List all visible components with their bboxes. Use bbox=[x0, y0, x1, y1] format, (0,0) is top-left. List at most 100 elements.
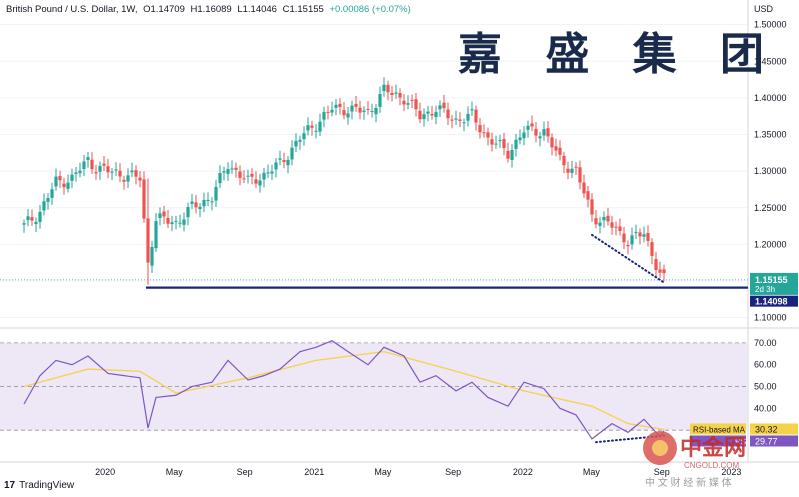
candle-body bbox=[558, 147, 562, 155]
candle-body bbox=[642, 234, 646, 237]
candle-body bbox=[222, 171, 226, 173]
rsi-value: 29.77 bbox=[755, 436, 778, 446]
candle-body bbox=[330, 109, 334, 113]
low-value: L1.14046 bbox=[237, 4, 277, 15]
candle-body bbox=[194, 202, 198, 208]
candle-body bbox=[474, 109, 478, 123]
time-tick-label: 2021 bbox=[304, 467, 324, 477]
candle-body bbox=[454, 118, 458, 120]
candle-body bbox=[386, 84, 390, 93]
candle-body bbox=[602, 216, 606, 221]
tradingview-brand[interactable]: 17 TradingView bbox=[4, 480, 74, 491]
candle-body bbox=[30, 217, 34, 221]
candle-body bbox=[314, 130, 318, 132]
bar-countdown: 2d 3h bbox=[755, 285, 775, 294]
candle-body bbox=[54, 176, 58, 187]
candle-body bbox=[522, 132, 526, 139]
candle-body bbox=[182, 219, 186, 225]
candle-body bbox=[250, 173, 254, 177]
time-tick-label: Sep bbox=[237, 467, 253, 477]
candle-body bbox=[166, 217, 170, 224]
candle-body bbox=[418, 110, 422, 120]
candle-body bbox=[218, 173, 222, 184]
rsi-tag bbox=[690, 435, 746, 447]
candle-body bbox=[206, 200, 210, 202]
candle-body bbox=[138, 177, 142, 181]
candle-body bbox=[66, 182, 70, 189]
candle-body bbox=[326, 111, 330, 113]
candle-body bbox=[518, 137, 522, 141]
candle-body bbox=[626, 244, 630, 247]
candle-body bbox=[46, 198, 50, 202]
candle-body bbox=[466, 113, 470, 121]
cngold-logo-url: CNGOLD.COM bbox=[684, 461, 739, 470]
rsi-ma-value: 30.32 bbox=[755, 424, 778, 434]
candle-body bbox=[270, 171, 274, 174]
support-price-value: 1.14098 bbox=[755, 297, 788, 307]
candle-body bbox=[574, 166, 578, 168]
time-tick-label: 2022 bbox=[513, 467, 533, 477]
rsi-tick-label: 60.00 bbox=[754, 360, 777, 370]
candle-body bbox=[566, 168, 570, 173]
candle-body bbox=[498, 140, 502, 142]
candle-body bbox=[606, 215, 610, 222]
watermark-text: 嘉 盛 集 团 bbox=[458, 29, 778, 80]
candle-body bbox=[342, 110, 346, 116]
rsi-ma-value-tag bbox=[750, 423, 798, 435]
candle-body bbox=[22, 223, 26, 225]
candle-body bbox=[190, 201, 194, 204]
candle-body bbox=[306, 125, 310, 131]
candle-body bbox=[90, 159, 94, 170]
symbol-title[interactable]: British Pound / U.S. Dollar, 1W, bbox=[6, 4, 138, 15]
candle-body bbox=[562, 155, 566, 166]
candle-body bbox=[78, 170, 82, 174]
candle-body bbox=[610, 222, 614, 228]
candle-body bbox=[514, 139, 518, 149]
last-price-value: 1.15155 bbox=[755, 275, 788, 285]
candle-body bbox=[70, 174, 74, 181]
candle-body bbox=[486, 132, 490, 138]
candle-body bbox=[414, 99, 418, 110]
candle-body bbox=[494, 143, 498, 145]
candle-body bbox=[254, 179, 258, 184]
time-tick-label: May bbox=[374, 467, 392, 477]
candle-body bbox=[362, 110, 366, 112]
time-tick-label: 2023 bbox=[721, 467, 741, 477]
price-tick-label: 1.35000 bbox=[754, 130, 787, 140]
candle-body bbox=[350, 105, 354, 112]
price-tick-label: 1.50000 bbox=[754, 20, 787, 30]
candle-body bbox=[374, 107, 378, 115]
candle-body bbox=[662, 269, 666, 274]
candle-body bbox=[274, 162, 278, 170]
time-tick-label: Sep bbox=[654, 467, 670, 477]
candle-body bbox=[282, 160, 286, 163]
candle-body bbox=[110, 171, 114, 173]
candle-body bbox=[262, 172, 266, 180]
candle-body bbox=[614, 226, 618, 228]
rsi-value-tag bbox=[750, 435, 798, 447]
support-price-tag bbox=[750, 295, 798, 307]
price-tick-label: 1.30000 bbox=[754, 166, 787, 176]
candle-body bbox=[586, 191, 590, 200]
candle-body bbox=[406, 103, 410, 105]
candle-body bbox=[322, 112, 326, 120]
candle-body bbox=[478, 125, 482, 133]
candle-body bbox=[38, 211, 42, 223]
candle-body bbox=[58, 176, 62, 181]
candle-body bbox=[226, 169, 230, 174]
candle-body bbox=[598, 222, 602, 226]
candle-body bbox=[410, 99, 414, 101]
candle-body bbox=[546, 128, 550, 137]
rsi-line bbox=[23, 340, 665, 440]
rsi-tick-label: 40.00 bbox=[754, 403, 777, 413]
rsi-ma-label: RSI-based MA bbox=[693, 425, 746, 434]
candle-body bbox=[654, 259, 658, 271]
candle-body bbox=[106, 166, 110, 173]
candle-body bbox=[114, 169, 118, 171]
candle-body bbox=[286, 159, 290, 166]
price-tick-label: 1.25000 bbox=[754, 203, 787, 213]
candle-body bbox=[390, 92, 394, 95]
candle-body bbox=[646, 232, 650, 241]
time-tick-label: Sep bbox=[445, 467, 461, 477]
